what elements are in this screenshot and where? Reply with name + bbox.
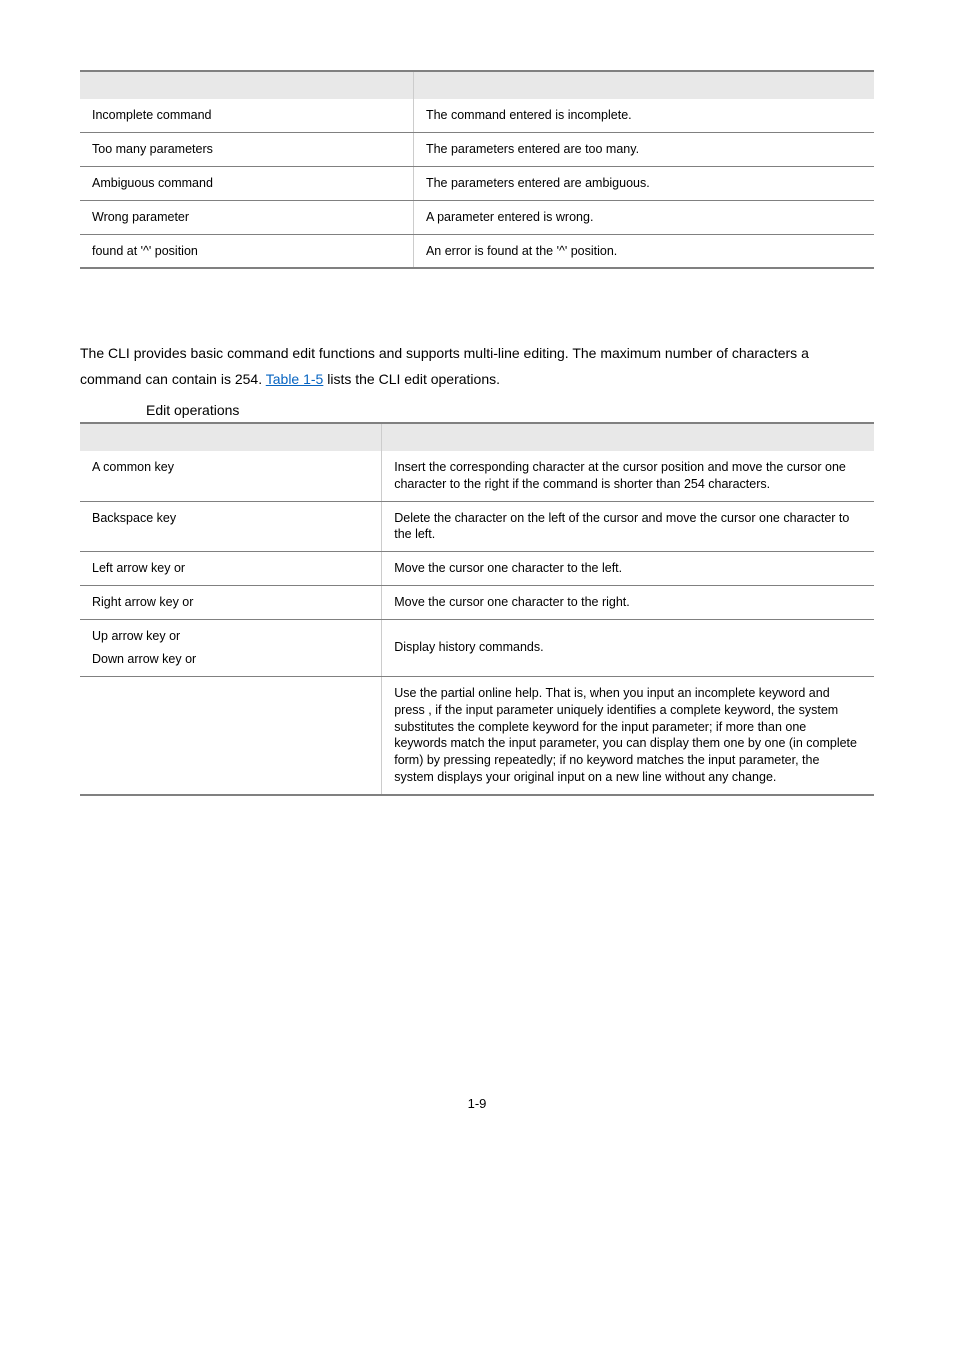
table-cell: The command entered is incomplete. bbox=[413, 99, 874, 132]
table-caption: Edit operations bbox=[146, 402, 874, 418]
table-cell: A parameter entered is wrong. bbox=[413, 200, 874, 234]
table-cell: Wrong parameter bbox=[80, 200, 413, 234]
cell-line: Up arrow key or bbox=[92, 628, 369, 645]
table-cell: Move the cursor one character to the lef… bbox=[382, 552, 874, 586]
cell-line: Down arrow key or bbox=[92, 651, 369, 668]
table-cell: Delete the character on the left of the … bbox=[382, 501, 874, 552]
edit-operations-table: A common key Insert the corresponding ch… bbox=[80, 422, 874, 796]
table-cell: Ambiguous command bbox=[80, 166, 413, 200]
table-cell: Move the cursor one character to the rig… bbox=[382, 586, 874, 620]
intro-paragraph: The CLI provides basic command edit func… bbox=[80, 341, 874, 391]
table-cell: Left arrow key or bbox=[80, 552, 382, 586]
error-messages-table: Incomplete command The command entered i… bbox=[80, 70, 874, 269]
table-header bbox=[80, 71, 413, 99]
table-cell: Right arrow key or bbox=[80, 586, 382, 620]
table-reference-link[interactable]: Table 1-5 bbox=[266, 371, 324, 387]
table-cell: Insert the corresponding character at th… bbox=[382, 451, 874, 501]
table-cell: Incomplete command bbox=[80, 99, 413, 132]
table-header bbox=[382, 423, 874, 451]
table-cell: Display history commands. bbox=[382, 620, 874, 677]
page-number: 1-9 bbox=[80, 1096, 874, 1111]
table-cell: Too many parameters bbox=[80, 132, 413, 166]
table-cell: Use the partial online help. That is, wh… bbox=[382, 676, 874, 795]
table-cell: A common key bbox=[80, 451, 382, 501]
table-header bbox=[80, 423, 382, 451]
table-cell: The parameters entered are ambiguous. bbox=[413, 166, 874, 200]
table-cell: Backspace key bbox=[80, 501, 382, 552]
table-cell: An error is found at the '^' position. bbox=[413, 234, 874, 268]
table-cell bbox=[80, 676, 382, 795]
table-cell: The parameters entered are too many. bbox=[413, 132, 874, 166]
table-cell: Up arrow key or Down arrow key or bbox=[80, 620, 382, 677]
table-cell: found at '^' position bbox=[80, 234, 413, 268]
table-header bbox=[413, 71, 874, 99]
paragraph-text: lists the CLI edit operations. bbox=[323, 371, 500, 387]
